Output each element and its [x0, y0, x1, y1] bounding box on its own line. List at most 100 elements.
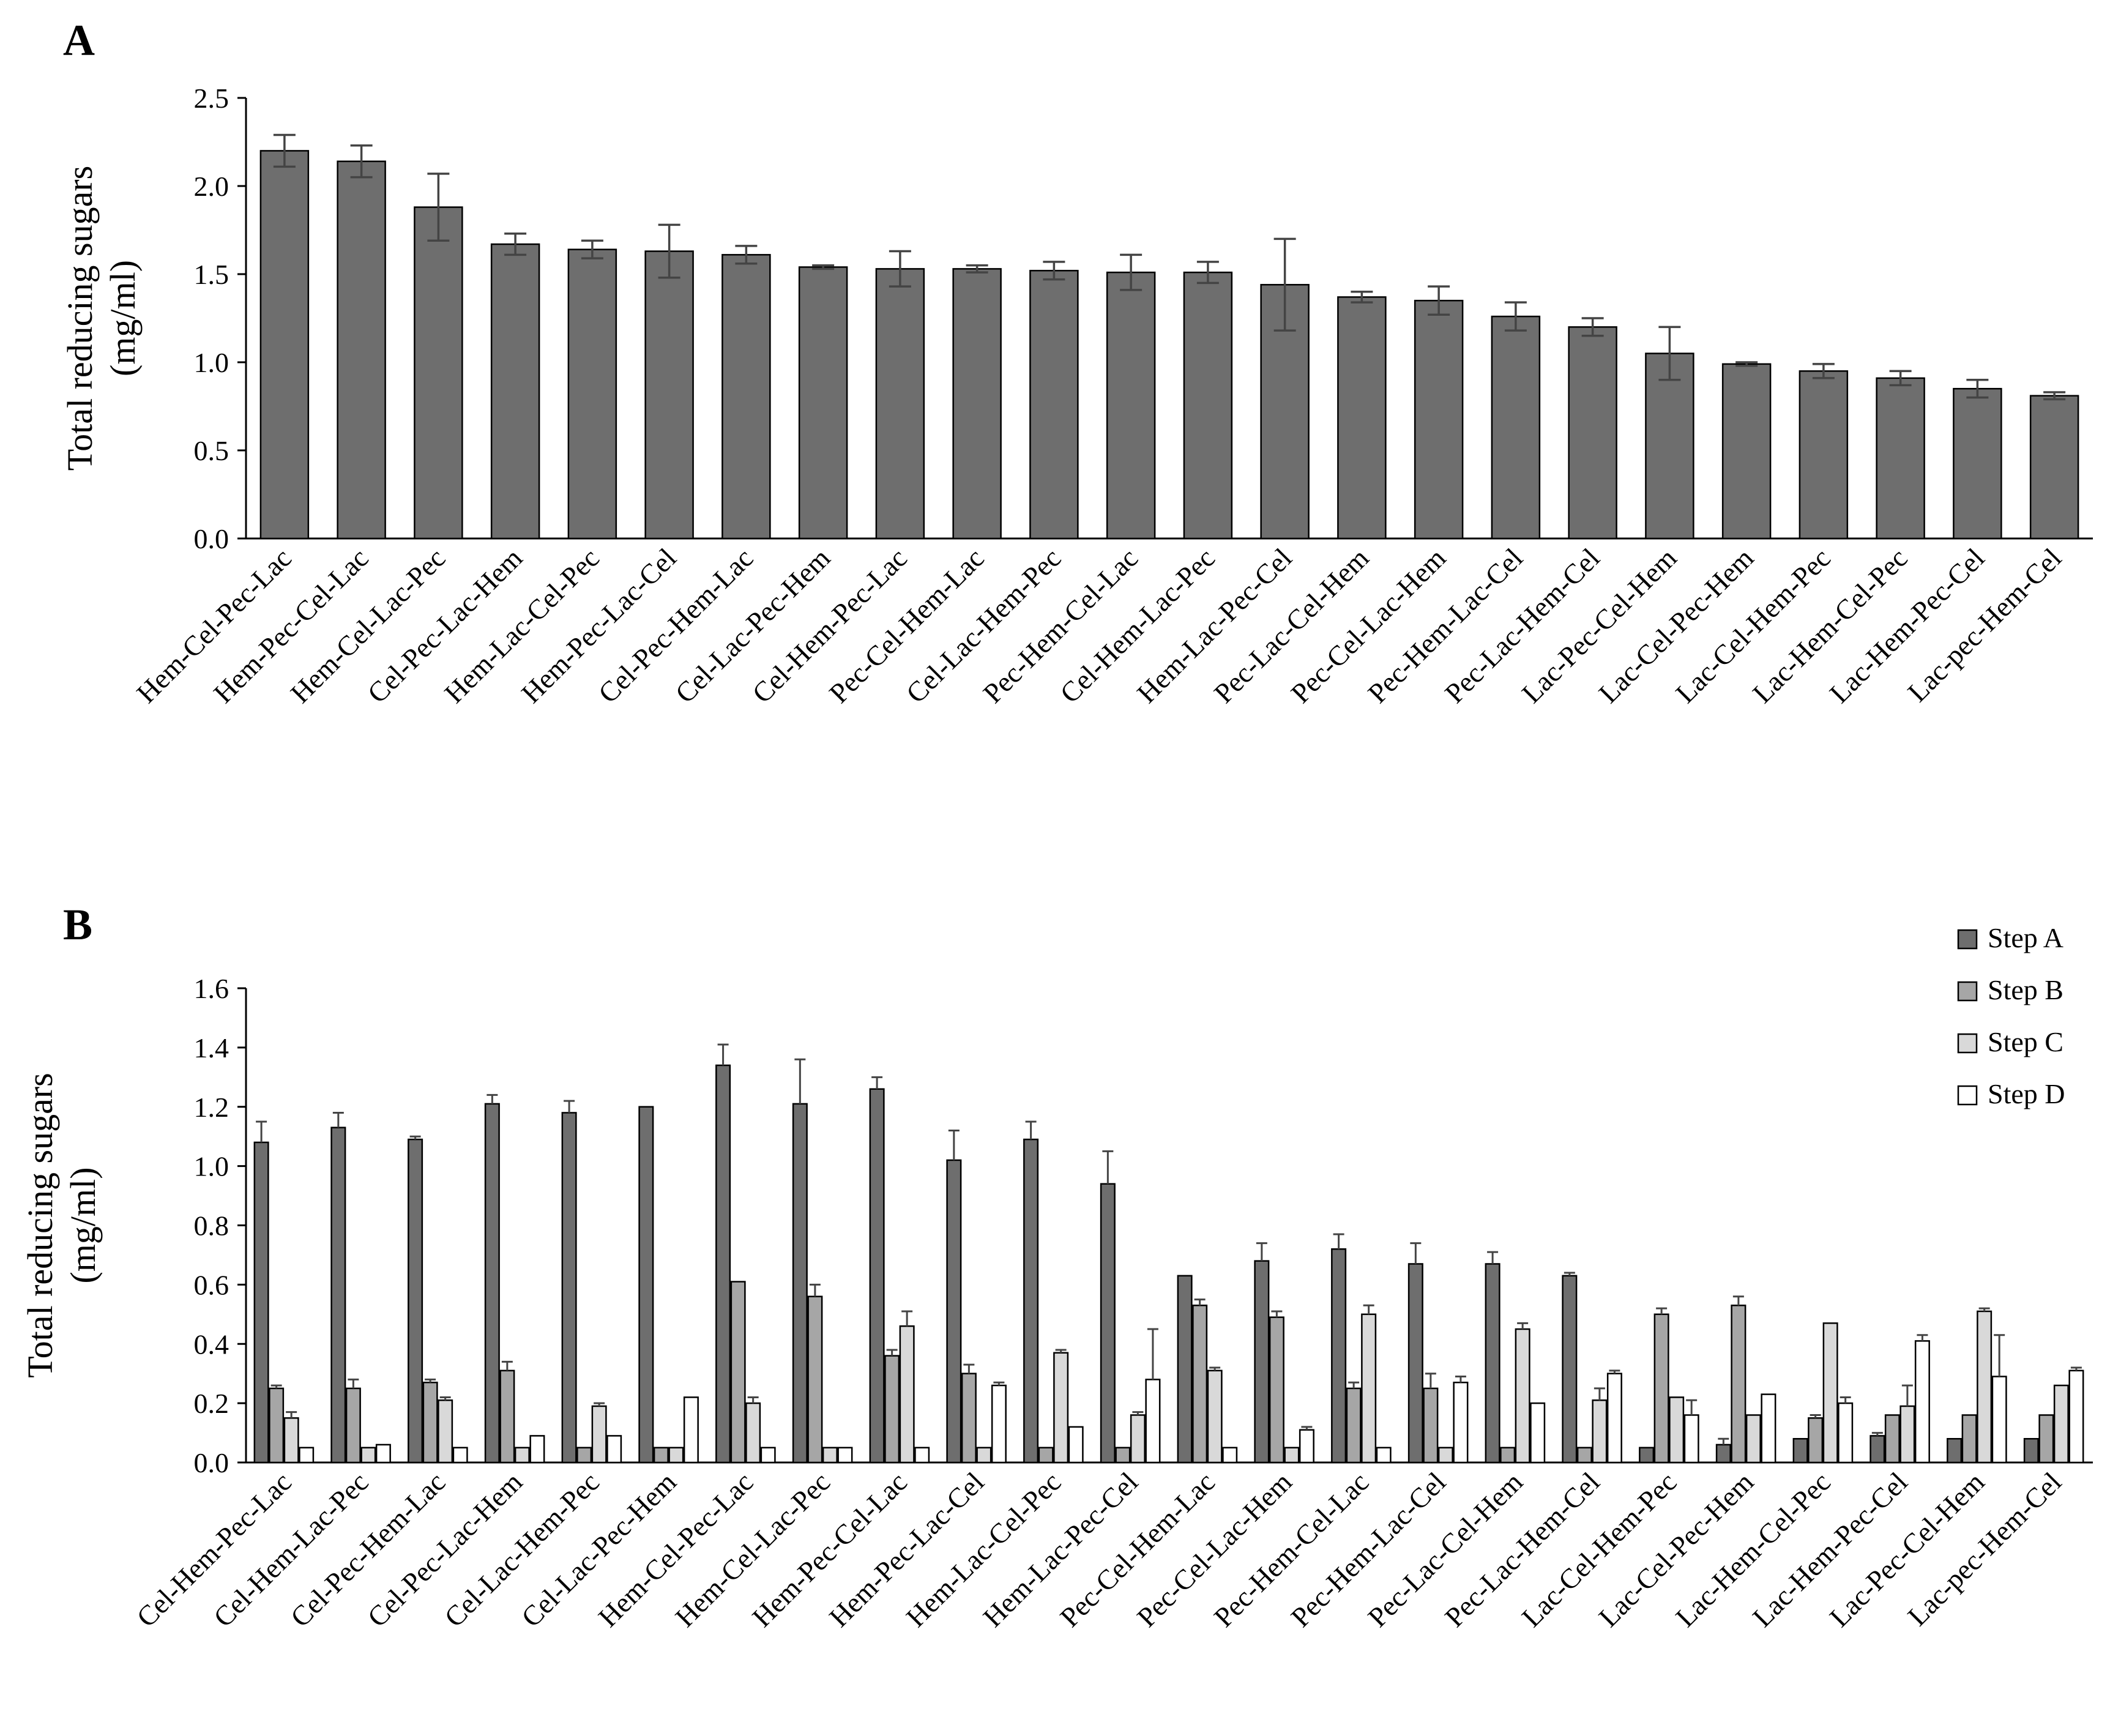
bar-step-d	[914, 1447, 930, 1464]
y-tick-label: 1.6	[194, 973, 229, 1004]
bar-step-a	[2023, 1438, 2039, 1464]
bar-step-a	[946, 1159, 962, 1464]
y-axis-title-line: (mg/ml)	[63, 1167, 103, 1283]
y-axis-title-line: Total reducing sugars	[20, 1073, 60, 1377]
bar-step-a	[1639, 1447, 1655, 1464]
bar-step-d	[452, 1447, 468, 1464]
bar-step-c	[514, 1447, 530, 1464]
bar-step-c	[1361, 1313, 1377, 1464]
bar-step-c	[1207, 1369, 1223, 1464]
bar-step-d	[375, 1444, 391, 1464]
panel-b-letter: B	[63, 900, 92, 949]
bar	[1414, 299, 1464, 540]
bar-step-c	[745, 1402, 761, 1464]
bar-step-b	[1269, 1316, 1284, 1464]
bar	[567, 248, 617, 540]
legend-swatch	[1957, 1085, 1978, 1106]
bar	[1568, 326, 1617, 540]
bar-step-d	[1530, 1402, 1546, 1464]
bar-step-a	[869, 1088, 885, 1464]
y-tick-label: 0.6	[194, 1269, 229, 1300]
bar-step-b	[730, 1281, 746, 1464]
bar-step-c	[438, 1399, 453, 1464]
bar-step-a	[715, 1064, 731, 1464]
bar-step-d	[683, 1396, 699, 1464]
bar	[337, 160, 386, 540]
bar-step-c	[1899, 1405, 1915, 1464]
bar-step-b	[884, 1355, 900, 1464]
bar-step-a	[408, 1138, 423, 1464]
bar-step-b	[653, 1447, 669, 1464]
y-axis-title: Total reducing sugars(mg/ml)	[20, 1073, 103, 1377]
bar-step-b	[961, 1373, 977, 1464]
bar-step-d	[1991, 1376, 2007, 1464]
bar-step-d	[1376, 1447, 1392, 1464]
bar-step-a	[1947, 1438, 1963, 1464]
bar-step-b	[1653, 1313, 1669, 1464]
bar-step-a	[1100, 1183, 1116, 1464]
bar-step-c	[2053, 1384, 2069, 1464]
panel-a-letter: A	[63, 16, 95, 65]
legend-label: Step A	[1988, 922, 2063, 953]
bar-step-a	[1177, 1275, 1193, 1464]
bar-step-d	[299, 1447, 315, 1464]
bar-step-d	[1453, 1381, 1469, 1464]
y-tick-label: 0.0	[194, 1447, 229, 1478]
bar-step-d	[1606, 1373, 1622, 1464]
bar-step-c	[1437, 1447, 1453, 1464]
bar-step-d	[529, 1435, 545, 1464]
y-tick-label: 0.0	[194, 523, 229, 554]
bar	[721, 254, 771, 540]
bar-step-d	[1914, 1340, 1930, 1464]
bar-step-a	[1254, 1260, 1270, 1464]
legend-swatch	[1957, 929, 1978, 950]
bar	[1337, 296, 1387, 540]
bar-step-d	[760, 1447, 776, 1464]
bar-step-c	[899, 1325, 915, 1464]
bar-step-b	[576, 1447, 592, 1464]
bar-step-a	[1331, 1248, 1347, 1464]
bar-step-d	[1299, 1429, 1314, 1464]
y-tick-label: 2.5	[194, 83, 229, 114]
bar-step-b	[269, 1387, 285, 1464]
bar-step-c	[283, 1417, 299, 1464]
bar-step-a	[1023, 1138, 1039, 1464]
panel-b-chart: 0.0 0.2 0.4 0.6 0.8 1.0 1.2 1.4 1.6 Total reducin…	[20, 922, 2093, 1633]
bar-step-a	[1562, 1275, 1578, 1464]
bar-step-c	[822, 1447, 838, 1464]
bar	[2029, 395, 2079, 540]
bar-step-d	[2068, 1369, 2084, 1464]
y-tick-label: 1.5	[194, 259, 229, 290]
bar-step-c	[1977, 1310, 1993, 1464]
bar-step-d	[1068, 1426, 1084, 1464]
bar-step-d	[837, 1447, 853, 1464]
bar-step-d	[1838, 1402, 1854, 1464]
bar-step-b	[2038, 1414, 2054, 1464]
bar-step-b	[1192, 1305, 1208, 1464]
bar	[644, 250, 694, 540]
bar-step-d	[1761, 1393, 1776, 1464]
bar-step-a	[484, 1103, 500, 1464]
bar-step-c	[360, 1447, 376, 1464]
y-axis-title: Total reducing sugars(mg/ml)	[60, 166, 143, 471]
bar-step-c	[976, 1447, 992, 1464]
bar	[414, 206, 463, 540]
bar-step-a	[330, 1127, 346, 1464]
bar-step-c	[1745, 1414, 1761, 1464]
bar-step-b	[1500, 1447, 1516, 1464]
bar	[798, 266, 848, 540]
bar-step-a	[253, 1141, 269, 1464]
y-tick-label: 0.4	[194, 1328, 229, 1360]
bar-step-c	[1669, 1396, 1685, 1464]
bar-step-d	[1145, 1379, 1161, 1464]
bar-step-a	[1407, 1263, 1423, 1464]
bar	[1876, 377, 1925, 540]
bar-step-b	[1576, 1447, 1592, 1464]
bar-step-a	[1485, 1263, 1500, 1464]
legend-swatch	[1957, 1033, 1978, 1054]
bar	[1799, 370, 1849, 540]
bar	[1645, 352, 1694, 540]
bar	[875, 268, 925, 540]
bar-step-c	[1822, 1322, 1838, 1464]
